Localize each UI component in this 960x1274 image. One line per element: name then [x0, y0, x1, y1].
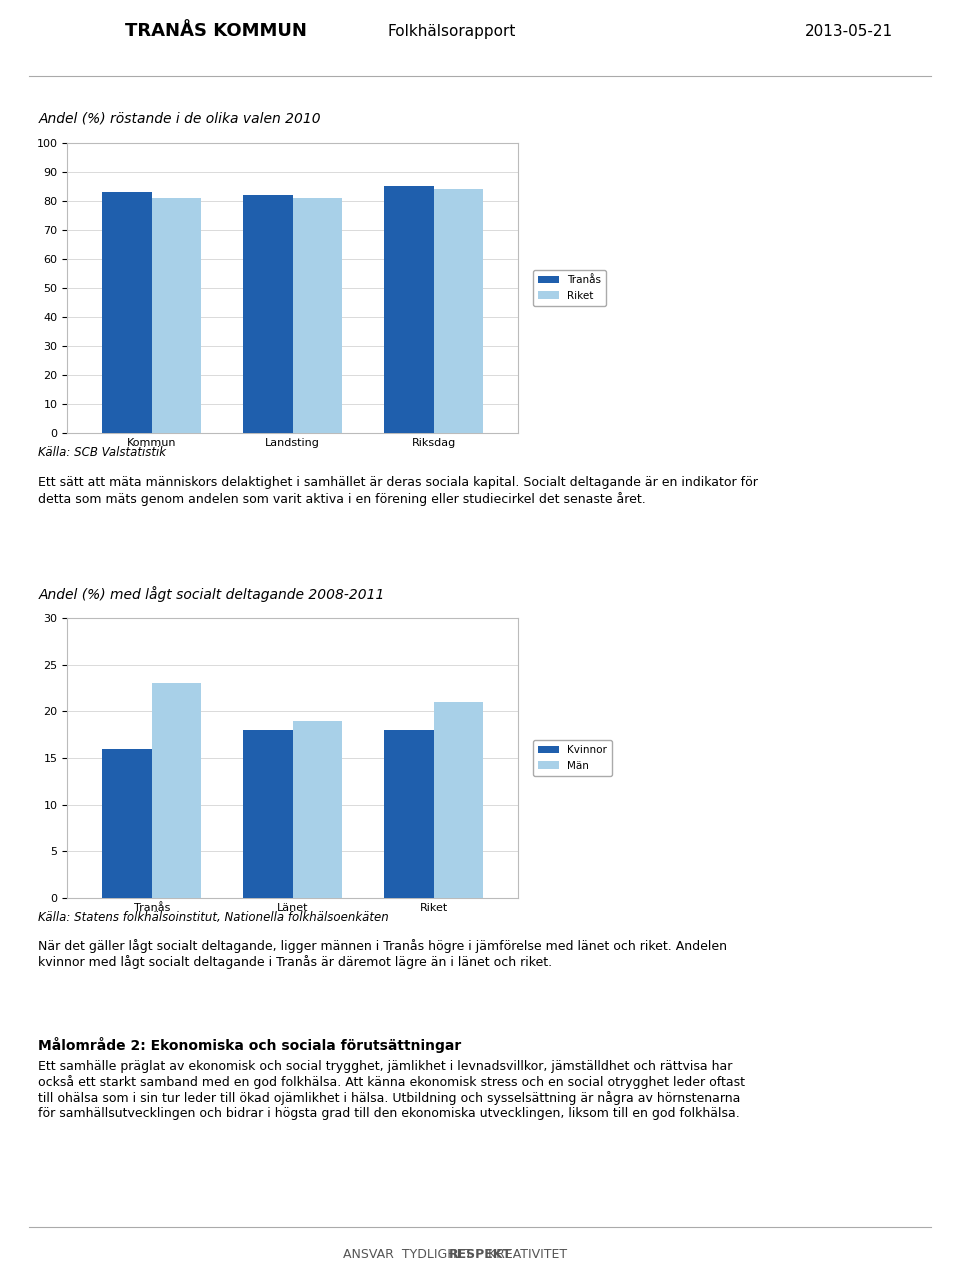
Text: Andel (%) med lågt socialt deltagande 2008-2011: Andel (%) med lågt socialt deltagande 20… [38, 586, 385, 601]
Bar [152, 683, 202, 898]
Bar [293, 197, 342, 433]
Text: Ett sätt att mäta människors delaktighet i samhället är deras sociala kapital. S: Ett sätt att mäta människors delaktighet… [38, 476, 758, 506]
Text: RESPEKT: RESPEKT [448, 1249, 512, 1261]
Text: ANSVAR  TYDLIGHET: ANSVAR TYDLIGHET [343, 1249, 480, 1261]
Bar [152, 197, 202, 433]
Bar [103, 192, 152, 433]
Text: Folkhälsorapport: Folkhälsorapport [387, 24, 516, 39]
Legend: Kvinnor, Män: Kvinnor, Män [533, 740, 612, 776]
Text: 2013-05-21: 2013-05-21 [804, 24, 893, 39]
Bar [434, 189, 483, 433]
Text: Målområde 2: Ekonomiska och sociala förutsättningar: Målområde 2: Ekonomiska och sociala föru… [38, 1037, 462, 1054]
Legend: Tranås, Riket: Tranås, Riket [533, 270, 606, 306]
Text: Källa: Statens folkhälsoinstitut, Nationella folkhälsoenkäten: Källa: Statens folkhälsoinstitut, Nation… [38, 911, 389, 924]
Text: KREATIVITET: KREATIVITET [480, 1249, 567, 1261]
Bar [384, 730, 434, 898]
Text: TRANÅS KOMMUN: TRANÅS KOMMUN [125, 23, 306, 41]
Bar [384, 186, 434, 433]
Text: Källa: SCB Valstatistik: Källa: SCB Valstatistik [38, 446, 166, 459]
Text: När det gäller lågt socialt deltagande, ligger männen i Tranås högre i jämförels: När det gäller lågt socialt deltagande, … [38, 939, 728, 970]
Bar [244, 195, 293, 433]
Bar [103, 749, 152, 898]
Bar [293, 721, 342, 898]
Bar [244, 730, 293, 898]
Text: Andel (%) röstande i de olika valen 2010: Andel (%) röstande i de olika valen 2010 [38, 112, 321, 125]
Bar [434, 702, 483, 898]
Text: Ett samhälle präglat av ekonomisk och social trygghet, jämlikhet i levnadsvillko: Ett samhälle präglat av ekonomisk och so… [38, 1060, 745, 1120]
